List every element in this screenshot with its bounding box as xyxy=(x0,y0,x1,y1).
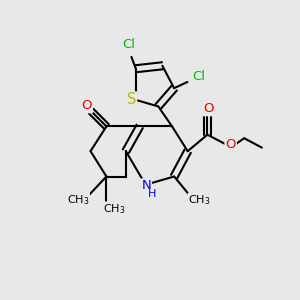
Text: O: O xyxy=(203,102,213,115)
Text: Cl: Cl xyxy=(192,70,205,83)
Text: O: O xyxy=(81,99,92,112)
Text: H: H xyxy=(148,190,156,200)
Text: N: N xyxy=(141,179,151,192)
Text: CH$_3$: CH$_3$ xyxy=(67,193,89,207)
Text: CH$_3$: CH$_3$ xyxy=(188,193,211,207)
Text: O: O xyxy=(225,138,236,151)
Text: CH$_3$: CH$_3$ xyxy=(103,202,126,216)
Text: S: S xyxy=(127,92,136,107)
Text: Cl: Cl xyxy=(122,38,135,51)
